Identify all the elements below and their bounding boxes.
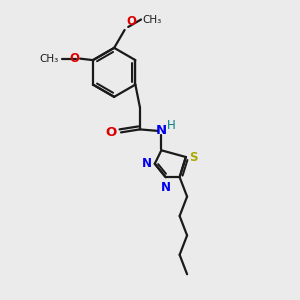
Text: CH₃: CH₃	[142, 14, 162, 25]
Text: O: O	[126, 16, 136, 28]
Text: H: H	[167, 119, 175, 132]
Text: N: N	[142, 157, 152, 170]
Text: CH₃: CH₃	[39, 54, 58, 64]
Text: O: O	[70, 52, 80, 65]
Text: N: N	[161, 181, 171, 194]
Text: O: O	[106, 126, 117, 139]
Text: N: N	[156, 124, 167, 137]
Text: S: S	[189, 151, 197, 164]
